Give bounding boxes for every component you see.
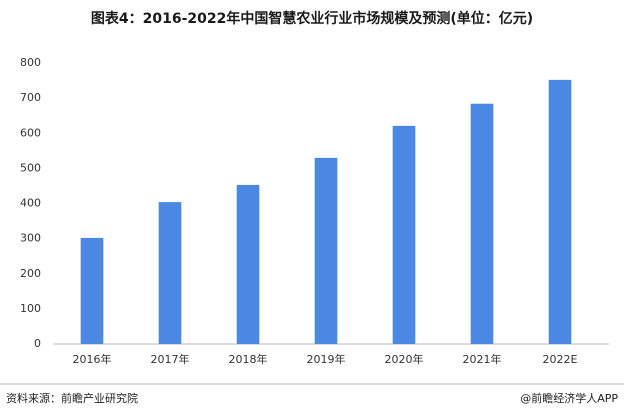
bar [158,202,182,344]
source: 资料来源：前瞻产业研究院 [6,391,138,405]
chart-title: 图表4：2016-2022年中国智慧农业行业市场规模及预测(单位：亿元) [91,10,533,27]
bar [80,237,104,344]
bar [392,125,416,344]
x-tick-label: 2018年 [229,352,268,366]
bar [314,157,338,344]
x-tick-label: 2020年 [385,352,424,366]
x-tick-label: 2019年 [307,352,346,366]
x-tick-label: 2017年 [151,352,190,366]
x-tick-label: 2016年 [73,352,112,366]
y-tick-label: 0 [34,337,41,350]
y-tick-label: 100 [20,302,41,315]
y-tick-label: 500 [20,161,41,174]
y-tick-label: 200 [20,267,41,280]
bar [470,103,494,345]
credit: @前瞻经济学人APP [520,391,618,405]
bar [236,184,260,344]
y-tick-label: 800 [20,56,41,69]
x-tick-label: 2022E [543,353,578,366]
y-tick-label: 700 [20,91,41,104]
bar [548,79,572,345]
x-tick-label: 2021年 [463,352,502,366]
y-tick-label: 600 [20,126,41,139]
y-tick-label: 400 [20,197,41,210]
y-tick-label: 300 [20,232,41,245]
